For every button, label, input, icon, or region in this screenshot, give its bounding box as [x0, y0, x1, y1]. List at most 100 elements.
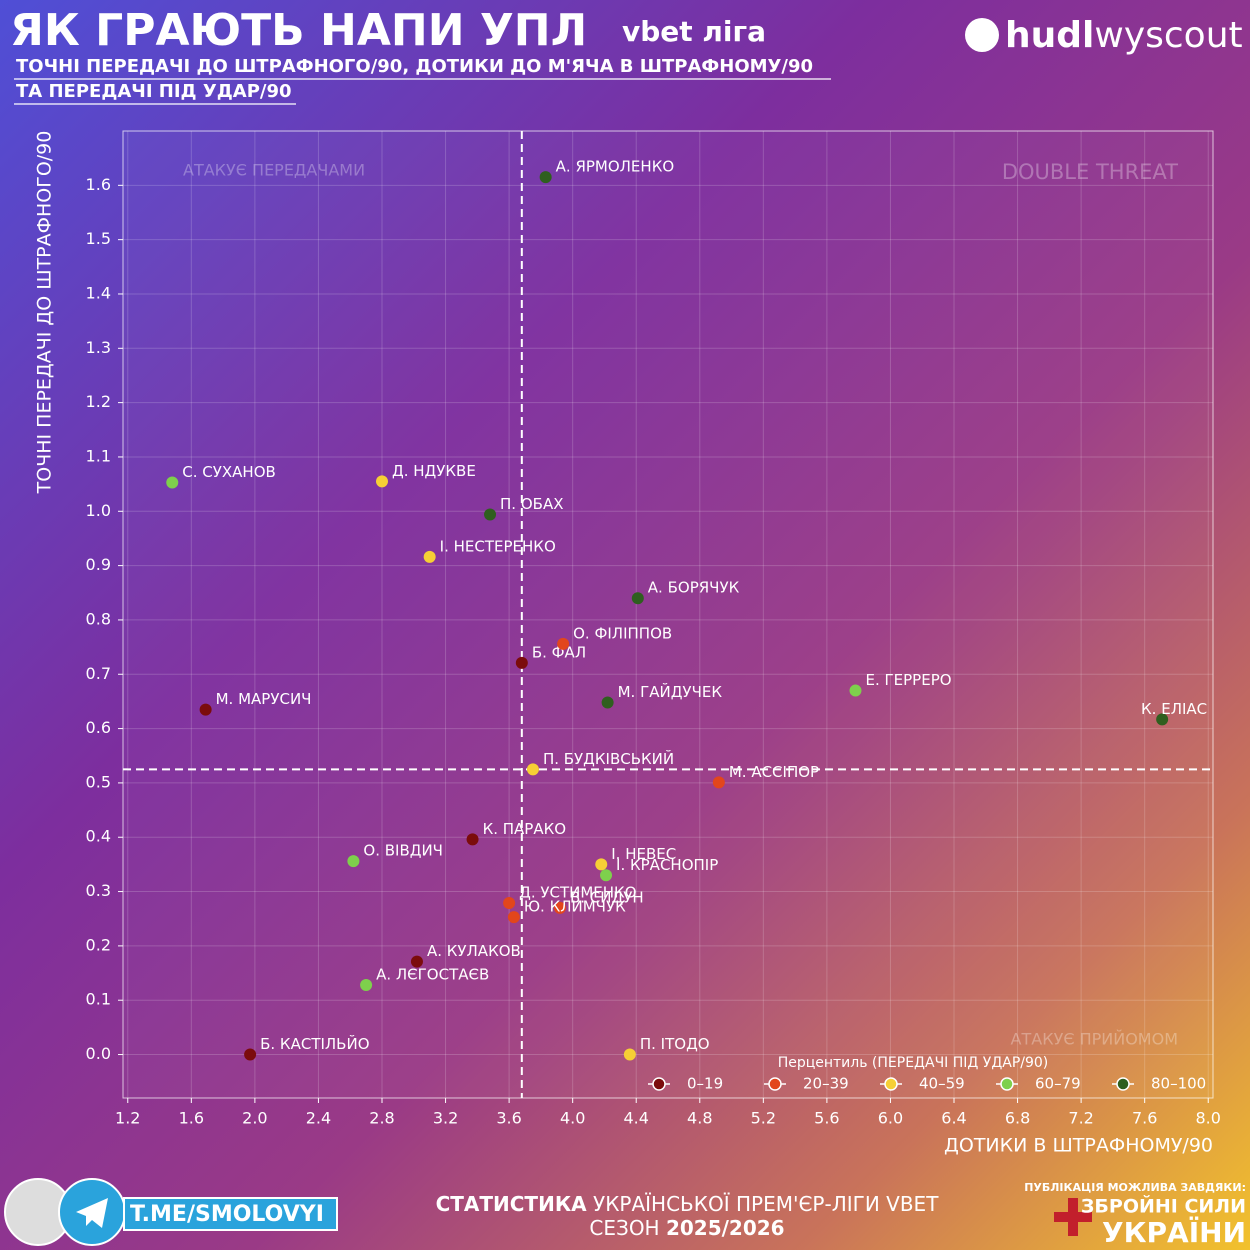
x-tick-label: 1.2: [115, 1109, 140, 1128]
y-tick-label: 0.5: [86, 772, 111, 791]
point-label: Д. НДУКВЕ: [392, 462, 476, 480]
y-tick-label: 0.8: [86, 609, 111, 628]
telegram-plane: [76, 1198, 108, 1228]
point: [199, 703, 212, 716]
legend-label: 0–19: [687, 1075, 723, 1093]
x-tick-label: 4.4: [623, 1109, 648, 1128]
point: [623, 1048, 636, 1061]
y-tick-label: 0.2: [86, 935, 111, 954]
point: [423, 550, 436, 563]
footer-bold: 2025/2026: [666, 1216, 785, 1240]
subtitle: ТА ПЕРЕДАЧІ ПІД УДАР/90: [16, 81, 292, 102]
x-tick-label: 4.8: [687, 1109, 712, 1128]
point-label: І. КРАСНОПІР: [616, 856, 718, 874]
quadrant-label: АТАКУЄ ПЕРЕДАЧАМИ: [183, 161, 365, 180]
point: [631, 592, 644, 605]
brand-icon: [965, 18, 999, 52]
quadrant-label: DOUBLE THREAT: [1002, 160, 1178, 184]
x-tick-label: 3.2: [433, 1109, 458, 1128]
y-tick-label: 0.6: [86, 718, 111, 737]
x-tick-label: 3.6: [496, 1109, 521, 1128]
point-label: І. НЕВЕС: [611, 845, 676, 863]
point-label: С. СУХАНОВ: [182, 463, 276, 481]
sponsor-note: ПУБЛІКАЦІЯ МОЖЛИВА ЗАВДЯКИ:: [1024, 1181, 1246, 1194]
point: [712, 776, 725, 789]
point: [507, 911, 520, 924]
x-tick-label: 5.6: [814, 1109, 839, 1128]
handle[interactable]: T.ME/SMOLOVYI: [130, 1202, 324, 1227]
legend-label: 20–39: [803, 1075, 849, 1093]
legend-swatch: [1116, 1077, 1130, 1091]
y-tick-label: 0.7: [86, 664, 111, 683]
point-label: А. БОРЯЧУК: [648, 579, 740, 597]
point: [601, 696, 614, 709]
point: [1156, 713, 1169, 726]
point: [347, 855, 360, 868]
footer-bold: СТАТИСТИКА: [436, 1192, 588, 1216]
point-label: О. ФІЛІППОВ: [573, 624, 672, 642]
point-label: М. ГАЙДУЧЕК: [618, 682, 723, 701]
legend-title: Перцентиль (ПЕРЕДАЧІ ПІД УДАР/90): [778, 1055, 1049, 1071]
point: [503, 896, 516, 909]
title: ЯК ГРАЮТЬ НАПИ УПЛ: [10, 5, 587, 56]
point-label: Е. ГЕРРЕРО: [865, 671, 951, 689]
x-tick-label: 2.4: [306, 1109, 331, 1128]
point: [484, 508, 497, 521]
point-label: К. ЕЛІАС: [1141, 700, 1207, 718]
point: [553, 901, 566, 914]
x-tick-label: 1.6: [179, 1109, 204, 1128]
point: [360, 979, 373, 992]
point: [466, 833, 479, 846]
point: [244, 1048, 257, 1061]
legend-swatch: [884, 1077, 898, 1091]
point: [595, 858, 608, 871]
brand-light: wyscout: [1094, 15, 1242, 56]
point: [849, 684, 862, 697]
footer-line: СЕЗОН 2025/2026: [589, 1216, 784, 1240]
point: [166, 476, 179, 489]
legend-label: 40–59: [919, 1075, 965, 1093]
x-tick-label: 6.0: [878, 1109, 903, 1128]
x-tick-label: 5.2: [751, 1109, 776, 1128]
point: [557, 637, 570, 650]
y-tick-label: 1.0: [86, 501, 111, 520]
y-tick-label: 1.2: [86, 392, 111, 411]
legend-swatch: [768, 1077, 782, 1091]
plot: 1.2 1.6 2.0 2.4 2.8 3.2 3.6 4.0 4.4 4.8 5.2 5.6 6.0 6…: [34, 130, 1221, 1157]
point-label: П. БУДКІВСЬКИЙ: [543, 749, 674, 768]
league-logo: vbet ліга: [622, 15, 766, 48]
point-label: Ю. КЛИМЧУК: [524, 898, 626, 916]
x-tick-label: 2.8: [369, 1109, 394, 1128]
y-tick-label: 0.0: [86, 1044, 111, 1063]
x-tick-label: 4.0: [560, 1109, 585, 1128]
y-tick-label: 1.4: [86, 283, 111, 302]
point: [515, 656, 528, 669]
point-label: І. НЕСТЕРЕНКО: [440, 537, 556, 555]
sponsor-emblem: [1054, 1198, 1092, 1236]
plot-area: [122, 130, 1214, 1099]
handle-box[interactable]: [123, 1197, 338, 1231]
footer-rest: УКРАЇНСЬКОЇ ПРЕМ'ЄР-ЛІГИ VBET: [587, 1192, 940, 1216]
point: [539, 171, 552, 184]
footer-line: СТАТИСТИКА УКРАЇНСЬКОЇ ПРЕМ'ЄР-ЛІГИ VBET: [436, 1192, 940, 1216]
x-tick-label: 2.0: [242, 1109, 267, 1128]
point: [410, 955, 423, 968]
y-tick-label: 1.1: [86, 446, 111, 465]
subtitle: ТОЧНІ ПЕРЕДАЧІ ДО ШТРАФНОГО/90, ДОТИКИ Д…: [16, 56, 813, 77]
x-tick-label: 7.2: [1068, 1109, 1093, 1128]
y-tick-label: 0.4: [86, 827, 111, 846]
point: [375, 475, 388, 488]
sponsor: ЗБРОЙНІ СИЛИ: [1081, 1195, 1246, 1218]
x-tick-label: 7.6: [1132, 1109, 1157, 1128]
point-label: П. ОБАХ: [500, 495, 563, 513]
y-tick-label: 0.1: [86, 990, 111, 1009]
point: [600, 869, 613, 882]
footer-rest: СЕЗОН: [589, 1216, 666, 1240]
point-label: О. ВІВДИЧ: [363, 842, 443, 860]
brand-bold: hudl: [1005, 15, 1094, 56]
y-tick-label: 1.6: [86, 175, 111, 194]
point-label: М. МАРУСИЧ: [216, 690, 312, 708]
point-label: А. КУЛАКОВ: [427, 942, 521, 960]
